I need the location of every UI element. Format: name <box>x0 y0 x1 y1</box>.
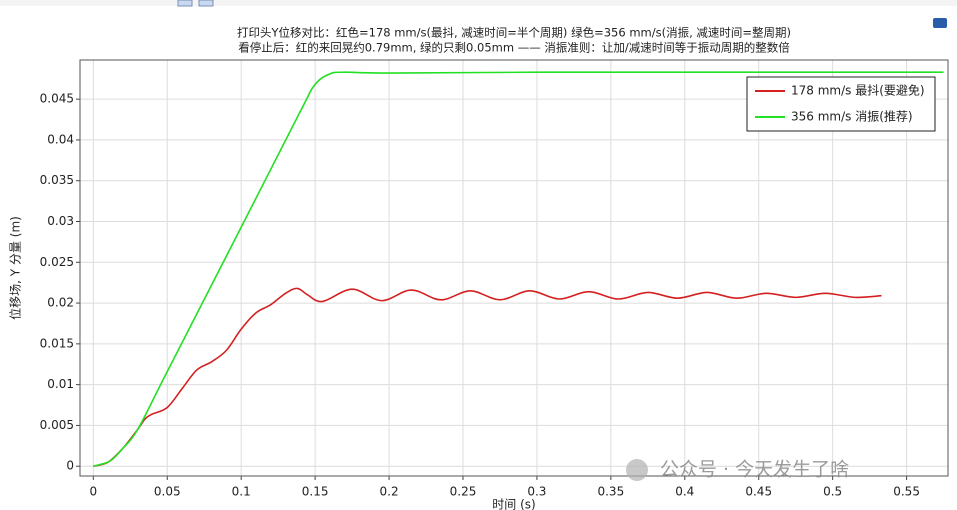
legend-box <box>746 76 936 132</box>
legend: 178 mm/s 最抖(要避免) 356 mm/s 消振(推荐) <box>746 76 936 132</box>
chart-subtitle: 看停止后：红的来回晃约0.79mm, 绿的只剩0.05mm —— 消振准则：让加… <box>238 41 790 55</box>
chart-title: 打印头Y位移对比：红色=178 mm/s(最抖, 减速时间=半个周期) 绿色=3… <box>237 26 791 40</box>
toolbar <box>0 0 957 28</box>
y-tick-label: 0.035 <box>40 173 74 187</box>
x-tick-label: 0.2 <box>380 485 399 499</box>
watermark-icon <box>626 459 648 481</box>
x-tick-label: 0.3 <box>527 485 546 499</box>
x-tick-label: 0 <box>89 485 97 499</box>
legend-label: 178 mm/s 最抖(要避免) <box>791 83 925 98</box>
y-tick-label: 0.025 <box>40 255 74 269</box>
corner-icon[interactable] <box>933 18 947 28</box>
toolbar-icon[interactable] <box>198 0 214 7</box>
y-tick-label: 0.04 <box>47 132 74 146</box>
x-tick-label: 0.55 <box>893 485 920 499</box>
series-line <box>93 71 944 467</box>
x-tick-label: 0.05 <box>154 485 181 499</box>
x-tick-label: 0.1 <box>232 485 251 499</box>
x-tick-label: 0.5 <box>823 485 842 499</box>
y-tick-label: 0.015 <box>40 336 74 350</box>
legend-label: 356 mm/s 消振(推荐) <box>791 110 913 124</box>
y-tick-label: 0.005 <box>40 418 74 432</box>
y-tick-label: 0.045 <box>40 92 74 106</box>
toolbar-strip <box>0 0 957 6</box>
x-axis-label: 时间 (s) <box>492 498 535 510</box>
y-tick-label: 0.02 <box>47 296 74 310</box>
x-tick-label: 0.25 <box>450 485 477 499</box>
y-tick-label: 0.01 <box>47 377 74 391</box>
y-tick-label: 0 <box>66 459 74 473</box>
toolbar-icon[interactable] <box>177 0 193 7</box>
watermark: 公众号 · 今天发生了啥 <box>660 459 849 481</box>
x-tick-label: 0.45 <box>745 485 772 499</box>
y-axis-label: 位移场, Y 分量 (m) <box>8 216 23 320</box>
x-tick-label: 0.4 <box>675 485 694 499</box>
y-tick-label: 0.03 <box>47 214 74 228</box>
x-tick-label: 0.15 <box>302 485 329 499</box>
plot-frame <box>79 59 949 477</box>
series-line <box>93 287 882 467</box>
x-tick-label: 0.35 <box>597 485 624 499</box>
